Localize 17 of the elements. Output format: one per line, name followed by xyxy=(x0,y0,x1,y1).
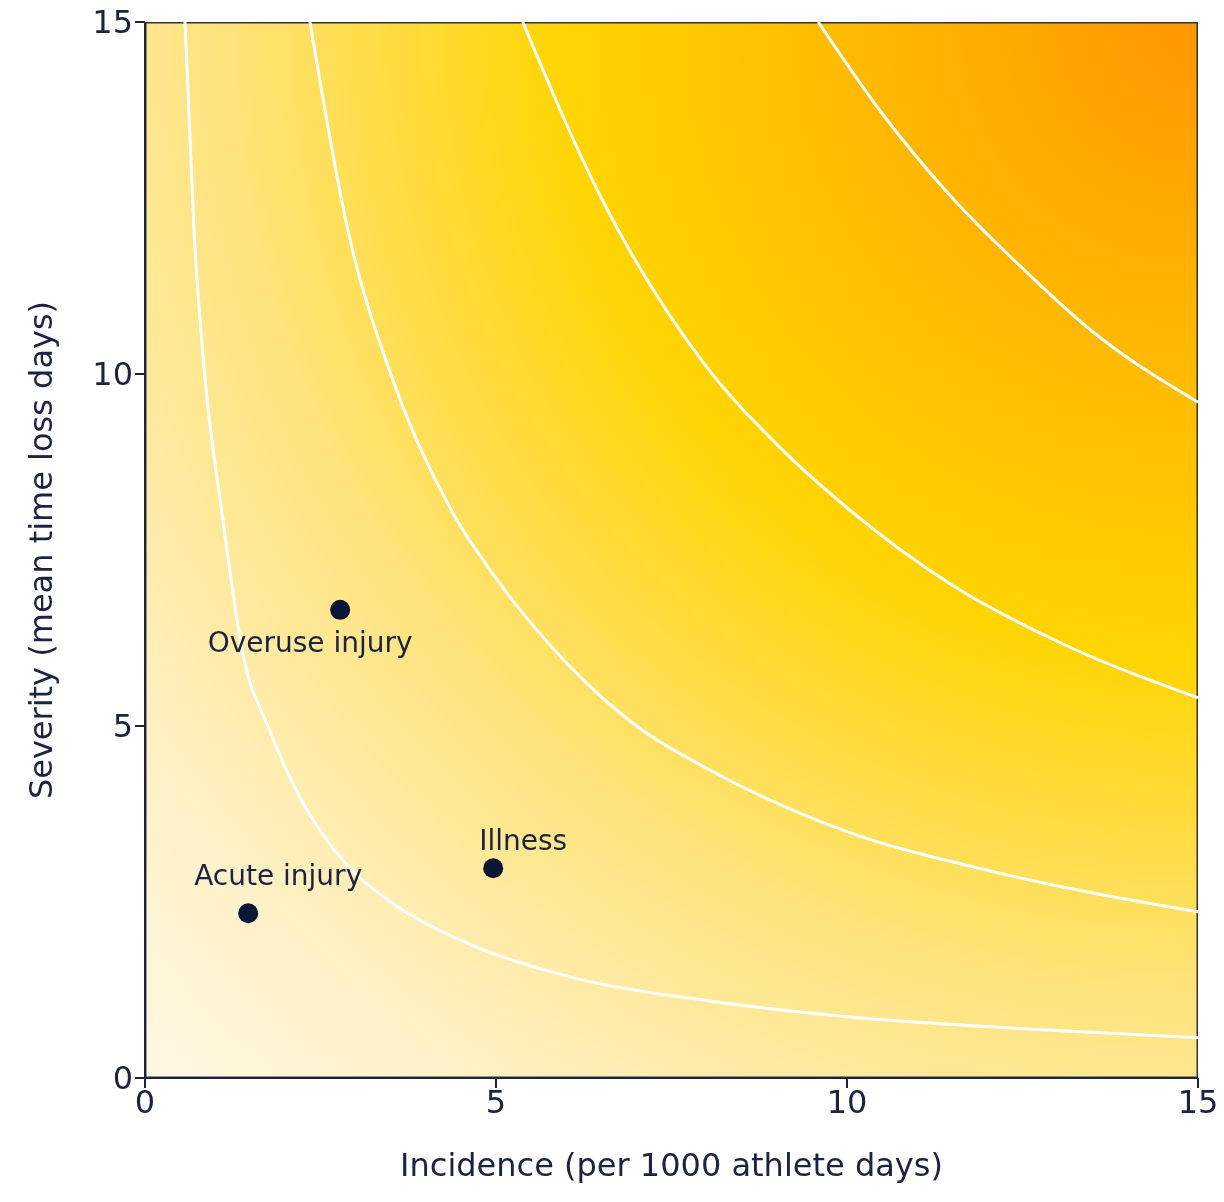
point xyxy=(238,903,259,924)
series-label: Overuse injury xyxy=(207,625,413,659)
y-tick-label: 5 xyxy=(112,707,133,746)
x-tick-label: 15 xyxy=(1177,1082,1219,1121)
y-tick-label: 15 xyxy=(92,3,133,42)
point xyxy=(330,599,351,620)
series-label: Illness xyxy=(479,824,568,858)
x-tick-label: 5 xyxy=(485,1082,507,1121)
series-label: Acute injury xyxy=(194,859,363,893)
x-tick-label: 10 xyxy=(826,1082,868,1121)
point xyxy=(483,858,504,879)
line-series xyxy=(816,22,1198,404)
x-axis-title: Incidence (per 1000 athlete days) xyxy=(400,1146,943,1184)
y-tick-label: 10 xyxy=(92,355,133,394)
line-series xyxy=(521,22,1198,700)
y-axis-title: Severity (mean time loss days) xyxy=(22,300,60,800)
line-series xyxy=(183,22,1198,1040)
